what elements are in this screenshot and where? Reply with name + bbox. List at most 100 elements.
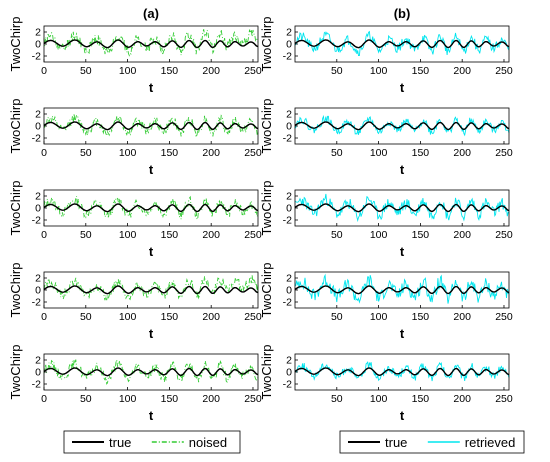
y-tick-label: -2 <box>283 133 292 145</box>
series-line-true-overlay <box>43 285 259 295</box>
y-tick-label: -2 <box>32 133 41 145</box>
y-tick-label: -2 <box>283 51 292 63</box>
x-tick-label: 50 <box>80 147 92 159</box>
y-tick-label: 0 <box>286 285 292 297</box>
y-tick-label: -2 <box>32 215 41 227</box>
x-axis-label: t <box>400 326 405 341</box>
series-line-true-overlay <box>294 121 510 131</box>
x-axis-label: t <box>149 326 154 341</box>
legend-label-true: true <box>385 435 407 450</box>
series-line-true-overlay <box>294 367 510 377</box>
y-axis-label: TwoChirp <box>259 99 274 154</box>
x-tick-label: 150 <box>161 393 179 405</box>
y-tick-label: -2 <box>32 51 41 63</box>
x-tick-label: 250 <box>495 65 513 77</box>
series-line-noised <box>43 195 259 221</box>
x-tick-label: 200 <box>453 65 471 77</box>
x-tick-label: 200 <box>202 393 220 405</box>
x-tick-label: 50 <box>80 229 92 241</box>
series-line-true-overlay <box>43 121 259 131</box>
y-tick-label: 0 <box>286 121 292 133</box>
x-tick-label: 200 <box>202 229 220 241</box>
x-tick-label: 100 <box>370 65 388 77</box>
x-tick-label: 50 <box>331 393 343 405</box>
y-axis-label: TwoChirp <box>259 181 274 236</box>
y-tick-label: -2 <box>283 379 292 391</box>
y-tick-label: 2 <box>35 191 41 203</box>
x-tick-label: 200 <box>453 393 471 405</box>
series-line-retrieved <box>294 114 510 137</box>
x-axis-label: t <box>149 80 154 95</box>
y-tick-label: 0 <box>35 203 41 215</box>
x-tick-label: 250 <box>495 311 513 323</box>
x-tick-label: 100 <box>119 393 137 405</box>
x-tick-label: 250 <box>244 229 262 241</box>
x-tick-label: 100 <box>119 147 137 159</box>
series-line-retrieved <box>294 273 510 304</box>
legend-label-true: true <box>109 435 131 450</box>
x-tick-label: 100 <box>119 229 137 241</box>
x-tick-label: 150 <box>412 229 430 241</box>
legend-label-noised: noised <box>189 435 227 450</box>
x-tick-label: 250 <box>244 393 262 405</box>
x-tick-label: 200 <box>202 65 220 77</box>
series-line-true-overlay <box>294 285 510 295</box>
x-tick-label: 50 <box>331 311 343 323</box>
x-tick-label: 50 <box>80 65 92 77</box>
x-tick-label: 50 <box>80 311 92 323</box>
y-axis-label: TwoChirp <box>8 345 23 400</box>
y-axis-label: TwoChirp <box>8 263 23 318</box>
y-tick-label: -2 <box>32 379 41 391</box>
x-axis-label: t <box>400 162 405 177</box>
x-tick-label: 150 <box>161 311 179 323</box>
series-line-noised <box>43 28 259 57</box>
x-tick-label: 50 <box>331 65 343 77</box>
x-tick-label: 0 <box>41 393 47 405</box>
y-tick-label: 0 <box>286 367 292 379</box>
y-tick-label: 2 <box>286 109 292 121</box>
y-axis-label: TwoChirp <box>259 17 274 72</box>
x-tick-label: 250 <box>495 147 513 159</box>
x-tick-label: 200 <box>202 147 220 159</box>
y-tick-label: 2 <box>286 27 292 39</box>
x-tick-label: 100 <box>119 311 137 323</box>
x-tick-label: 0 <box>41 65 47 77</box>
series-line-true-overlay <box>294 39 510 49</box>
x-tick-label: 250 <box>244 147 262 159</box>
y-axis-label: TwoChirp <box>8 99 23 154</box>
x-tick-label: 50 <box>331 147 343 159</box>
y-tick-label: 2 <box>35 355 41 367</box>
x-tick-label: 100 <box>370 393 388 405</box>
y-axis-label: TwoChirp <box>8 17 23 72</box>
x-tick-label: 250 <box>495 393 513 405</box>
x-axis-label: t <box>149 162 154 177</box>
x-tick-label: 150 <box>161 65 179 77</box>
series-line-retrieved <box>294 193 510 223</box>
y-tick-label: 2 <box>286 355 292 367</box>
legend: true retrieved <box>339 430 525 454</box>
x-tick-label: 100 <box>370 229 388 241</box>
y-tick-label: -2 <box>32 297 41 309</box>
x-tick-label: 250 <box>244 65 262 77</box>
y-tick-label: 2 <box>35 27 41 39</box>
x-axis-label: t <box>400 244 405 259</box>
y-tick-label: 0 <box>286 39 292 51</box>
series-line-noised <box>43 275 259 301</box>
panel-title: (b) <box>394 6 411 21</box>
x-tick-label: 250 <box>495 229 513 241</box>
series-line-noised <box>43 113 259 138</box>
x-tick-label: 0 <box>41 229 47 241</box>
y-tick-label: 0 <box>35 121 41 133</box>
x-tick-label: 0 <box>41 311 47 323</box>
y-axis-label: TwoChirp <box>259 345 274 400</box>
x-tick-label: 100 <box>370 147 388 159</box>
